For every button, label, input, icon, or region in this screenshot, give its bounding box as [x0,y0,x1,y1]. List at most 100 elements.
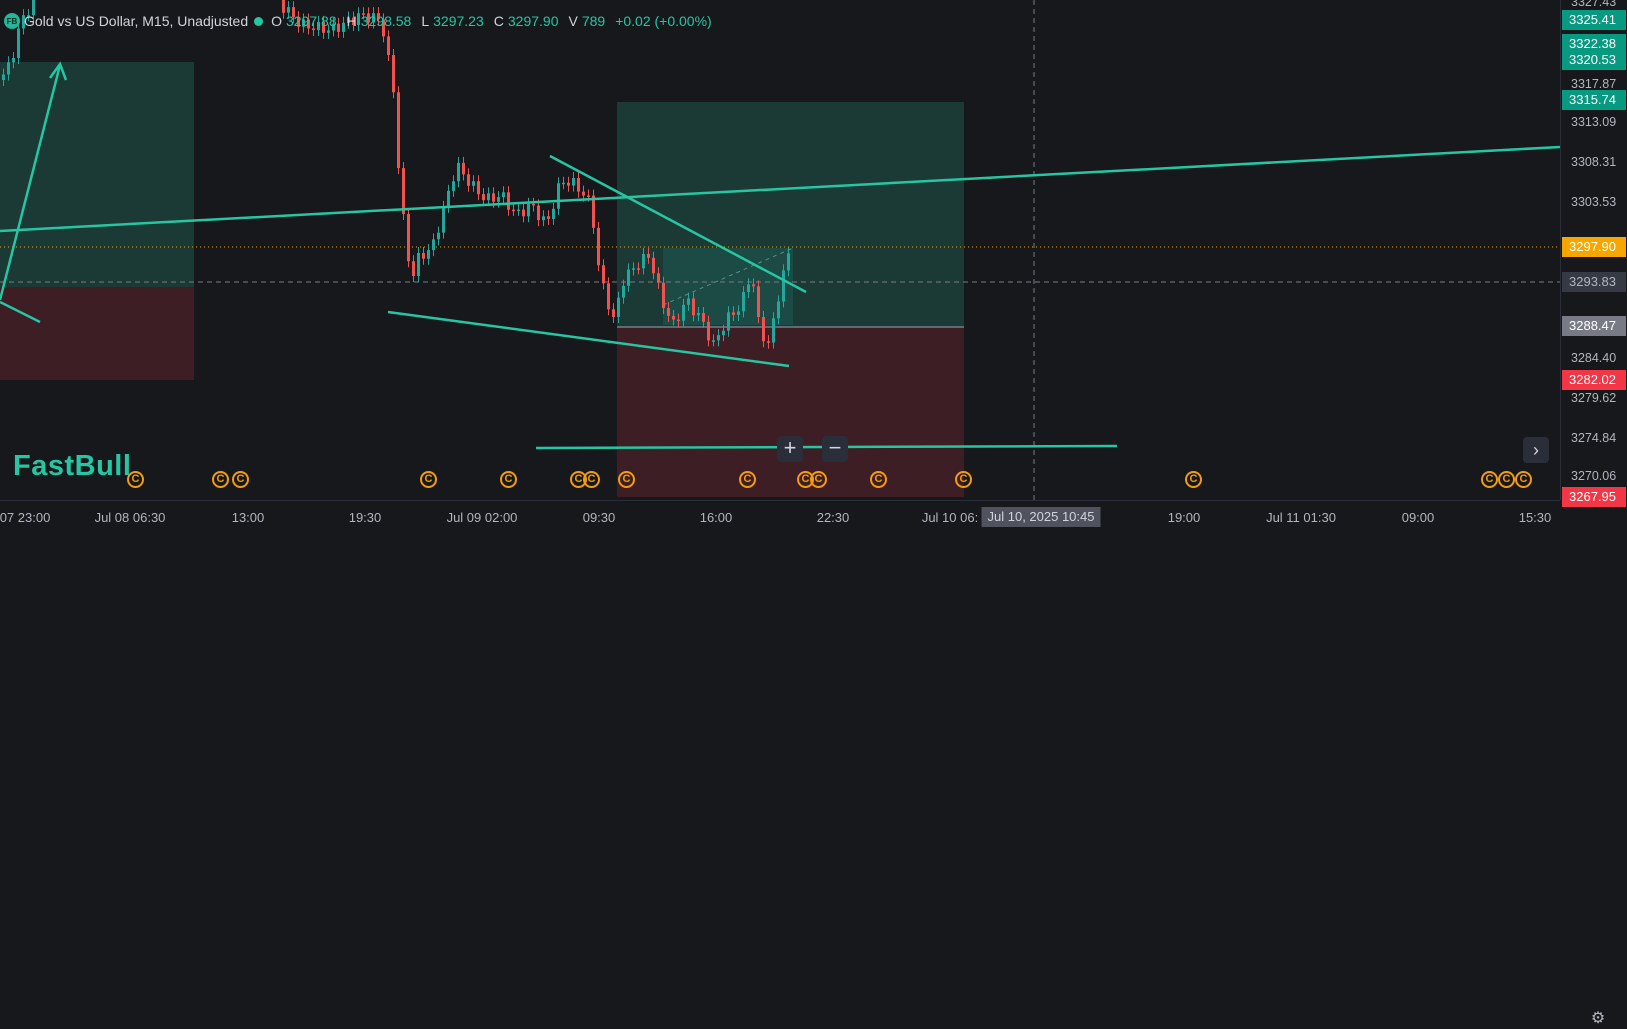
candle-body [357,13,360,25]
price-tick: 3317.87 [1571,77,1617,91]
economic-event-icon[interactable]: C [870,471,887,488]
economic-event-icon[interactable]: C [420,471,437,488]
economic-event-icon[interactable]: C [739,471,756,488]
candle-body [462,162,465,175]
economic-event-icon[interactable]: C [810,471,827,488]
candle-body [622,285,625,298]
time-tick: 09:00 [1401,510,1435,525]
left-position-profit-zone[interactable] [0,62,194,287]
price-tick: 3284.40 [1571,351,1617,365]
economic-event-icon[interactable]: C [232,471,249,488]
price-axis[interactable]: 3327.43 3322.38 3317.87 3313.09 3308.31 3303.… [1560,0,1627,507]
economic-event-icon[interactable]: C [500,471,517,488]
economic-event-icon[interactable]: C [1481,471,1498,488]
candle-body [772,318,775,343]
price-label: 3293.83 [1562,272,1626,292]
candle-body [522,209,525,217]
economic-event-icon[interactable]: C [127,471,144,488]
candle-body [667,308,670,316]
volume-value: 789 [581,13,606,29]
upper-wedge-line[interactable] [549,154,807,294]
left-arrow-shaft[interactable] [0,64,62,301]
price-chart[interactable] [0,0,1560,500]
candle-body [582,191,585,196]
time-tick: 09:30 [582,510,616,525]
economic-event-icon[interactable]: C [212,471,229,488]
candle-body [737,311,740,315]
time-tick: Jul 10 06: [921,510,979,525]
time-tick: Jul 11 01:30 [1266,510,1336,525]
candle-body [702,313,705,322]
economic-event-icon[interactable]: C [1515,471,1532,488]
left-position-loss-zone[interactable] [0,287,194,380]
price-tick: 3313.09 [1571,115,1617,129]
candle-body [422,252,425,259]
change-value: +0.02 (+0.00%) [615,13,712,29]
candle-body [452,181,455,191]
candle-body [432,239,435,251]
price-label: 3267.95 [1562,487,1626,507]
long-trendline[interactable] [0,145,1560,233]
candle-body [717,335,720,341]
candle-body [387,36,390,56]
price-tick: 3327.43 [1571,0,1617,9]
candle-body [782,270,785,302]
time-tick: 07 23:00 [0,510,51,525]
price-label: 3297.90 [1562,237,1626,257]
candle-body [537,205,540,221]
candle-body [502,192,505,198]
candle-body [517,209,520,212]
candle-body [512,209,515,212]
economic-event-icon[interactable]: C [955,471,972,488]
candle-body [292,7,295,18]
lower-wedge-line[interactable] [387,310,790,368]
right-position-profit-zone[interactable] [617,102,964,327]
candle-body [467,174,470,186]
candle-body [587,195,590,198]
time-tick: 19:30 [348,510,382,525]
candle-body [577,178,580,192]
time-tick: 13:00 [231,510,265,525]
candle-body [322,21,325,33]
zoom-in-button[interactable]: + [777,436,803,462]
candle-body [787,253,790,271]
scroll-right-button[interactable]: › [1523,437,1549,463]
price-tick: 3279.62 [1571,391,1617,405]
candle-body [562,182,565,185]
candle-body [12,57,15,63]
price-tick: 3274.84 [1571,431,1617,445]
candle-body [347,17,350,23]
close-label: C [493,13,504,29]
open-label: O [271,13,282,29]
candle-body [672,315,675,320]
zoom-out-button[interactable]: − [822,436,848,462]
high-label: H [346,13,357,29]
candle-body [367,13,370,23]
candle-body [762,317,765,342]
candle-body [617,297,620,317]
candle-body [527,203,530,217]
candle-body [507,192,510,210]
right-position-loss-zone[interactable] [617,327,964,497]
candle-body [552,208,555,219]
left-diagonal-line[interactable] [0,300,41,324]
candle-body [567,182,570,186]
economic-event-icon[interactable]: C [583,471,600,488]
candle-body [312,28,315,31]
candle-body [697,313,700,316]
candle-body [647,253,650,258]
settings-gear-icon[interactable]: ⚙ [1590,1010,1606,1027]
candle-body [707,321,710,341]
symbol-title[interactable]: Gold vs US Dollar, M15, Unadjusted [24,13,249,29]
candle-body [492,193,495,202]
candle-body [317,21,320,31]
time-axis[interactable]: 07 23:00 Jul 08 06:30 13:00 19:30 Jul 09 02:… [0,500,1605,1027]
economic-event-icon[interactable]: C [1498,471,1515,488]
candle-body [307,19,310,29]
economic-event-icon[interactable]: C [618,471,635,488]
economic-event-icon[interactable]: C [1185,471,1202,488]
candle-body [442,206,445,233]
time-tick: Jul 09 02:00 [446,510,518,525]
